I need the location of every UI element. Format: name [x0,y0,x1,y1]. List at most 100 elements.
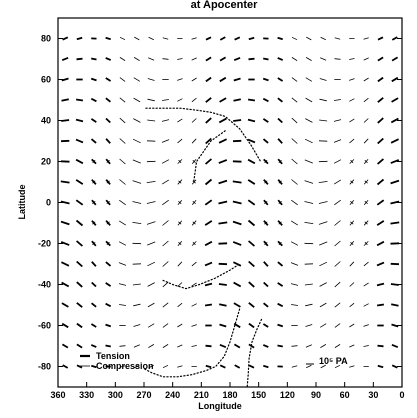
tension-vector [61,261,70,267]
tension-vector [91,281,97,288]
compression-vector [147,241,156,246]
compression-vector [191,345,197,347]
compression-vector [319,323,327,328]
tension-vector [219,343,227,349]
compression-vector [133,118,141,123]
compression-vector [161,159,170,164]
tension-vector [75,219,84,227]
compression-vector [290,241,299,246]
tension-vector [377,158,384,165]
compression-vector [178,221,182,225]
compression-vector [278,200,282,205]
dotted-trace [143,308,241,378]
compression-vector [363,118,369,123]
tension-vector [76,36,83,41]
tension-vector [377,36,384,41]
compression-vector [363,37,369,40]
tension-vector [232,180,242,184]
compression-vector [333,159,342,164]
tension-vector [205,36,212,41]
tension-vector [233,98,241,102]
tension-vector [277,261,284,267]
tension-vector [91,261,97,267]
y-tick-label: -60 [38,321,51,331]
tension-vector [391,303,399,307]
tension-vector [233,77,241,82]
tension-vector [248,36,255,41]
tension-vector [218,117,227,124]
tension-vector [205,117,212,124]
compression-vector [177,344,183,348]
tension-vector [390,138,399,144]
tension-vector [263,57,269,61]
x-tick-label: 360 [50,390,65,400]
compression-vector [318,201,328,204]
x-tick-label: 90 [311,390,321,400]
compression-vector [106,200,110,205]
tension-vector [232,241,242,246]
compression-vector [319,261,328,267]
compression-vector [132,180,142,184]
compression-vector [306,364,312,369]
tension-vector [76,302,83,308]
compression-vector [319,241,328,246]
compression-vector [119,97,126,103]
compression-vector [320,57,327,61]
compression-vector [177,302,183,308]
compression-vector [119,36,126,41]
tension-vector [105,323,112,328]
tension-vector [75,199,84,206]
compression-vector [349,261,355,267]
x-tick-label: 120 [280,390,295,400]
compression-vector [364,180,368,184]
tension-vector [277,323,284,328]
tension-vector [105,344,111,348]
tension-vector [233,343,241,349]
y-axis-label: Latitude [17,185,27,220]
compression-vector [92,221,96,225]
tension-vector [247,138,256,144]
tension-vector [90,344,97,348]
tension-vector [248,57,255,61]
compression-vector [92,159,96,164]
tension-vector [247,199,256,206]
tension-vector [248,302,255,308]
compression-vector [304,201,314,204]
tension-vector [277,117,283,124]
tension-vector [277,97,283,103]
compression-vector [333,179,342,185]
tension-vector [61,77,69,82]
tension-vector [233,322,241,329]
tension-vector [391,76,399,83]
tension-vector [277,302,284,308]
legend-compression-label: Compression [96,361,154,371]
compression-vector [305,77,313,82]
tension-vector [75,138,84,144]
compression-vector [118,220,127,226]
tension-vector [218,200,228,205]
tension-vector [390,159,400,164]
tension-vector [263,364,269,369]
compression-vector [305,118,313,123]
compression-vector [291,36,298,41]
tension-vector [247,179,256,185]
compression-vector [319,282,327,287]
x-tick-label: 60 [340,390,350,400]
compression-vector [133,303,141,307]
tension-vector [205,158,212,165]
tension-vector [90,118,97,123]
compression-vector [349,118,355,123]
compression-vector [349,78,355,81]
tension-vector [90,138,97,144]
tension-vector [219,76,227,83]
compression-vector [119,365,126,368]
compression-vector [162,281,169,288]
compression-vector [178,159,182,164]
compression-vector [134,364,140,369]
x-tick-label: 330 [79,390,94,400]
compression-vector [162,99,169,101]
compression-vector [290,262,299,266]
tension-vector [204,282,213,287]
compression-vector [334,261,341,267]
compression-vector [177,78,183,81]
